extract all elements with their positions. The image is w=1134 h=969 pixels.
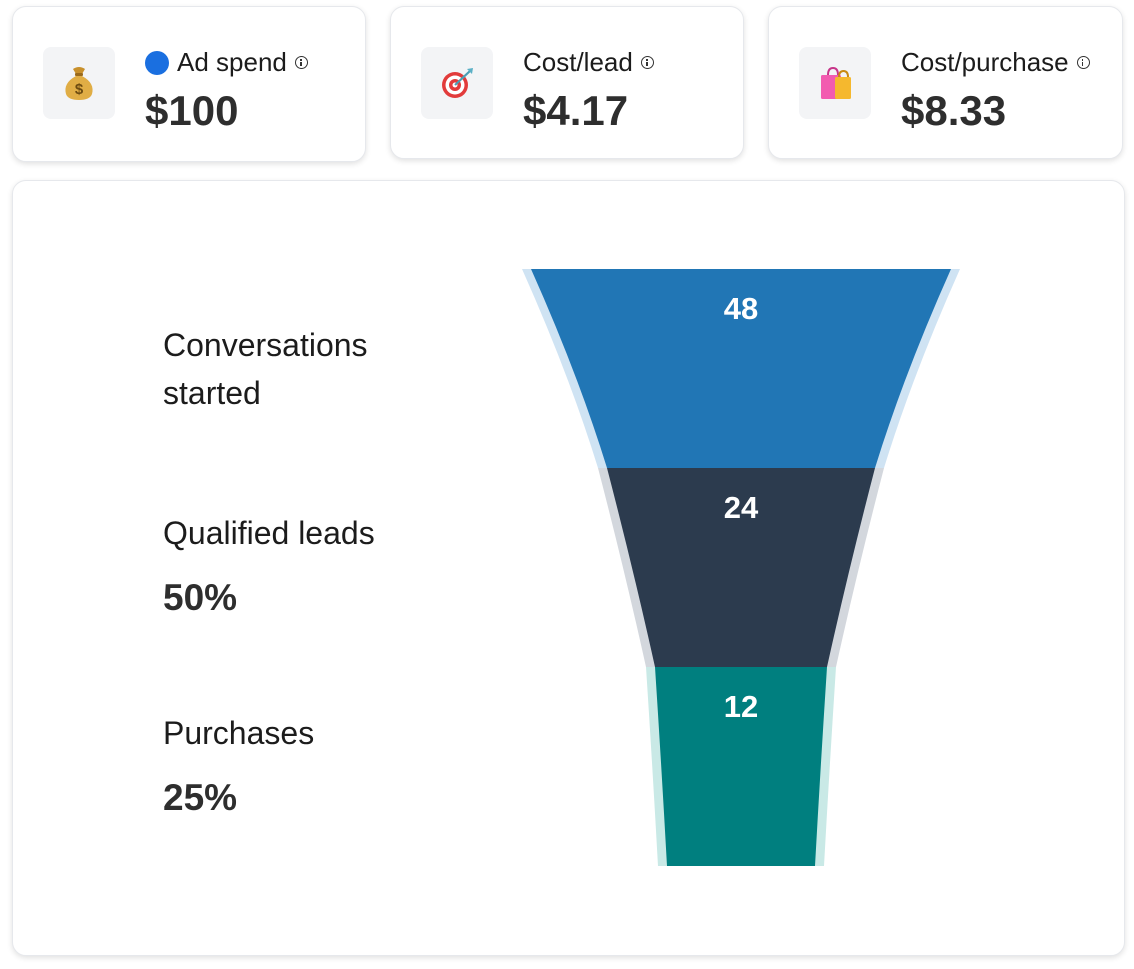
kpi-label: Cost/lead [523, 47, 654, 78]
info-icon[interactable] [294, 56, 308, 69]
info-icon[interactable] [640, 56, 654, 69]
money-bag-icon: $ [43, 47, 115, 119]
kpi-value: $4.17 [523, 87, 629, 134]
kpi-label-text: Cost/purchase [901, 47, 1069, 77]
stage-label-qualified-leads: Qualified leads [163, 515, 375, 551]
stage-percent-purchases: 25% [163, 777, 238, 818]
funnel-value-label: 12 [724, 689, 758, 724]
funnel-chart: 48 24 12 [522, 269, 960, 866]
funnel-card: Conversations started Qualified leads 50… [12, 180, 1125, 956]
stage-percent-qualified-leads: 50% [163, 577, 238, 618]
funnel-value-label: 24 [724, 490, 759, 525]
kpi-label-text: Cost/lead [523, 47, 633, 77]
shopping-bags-icon [799, 47, 871, 119]
kpi-card-ad-spend: $ Ad spend $100 [12, 6, 366, 162]
kpi-value: $100 [145, 87, 239, 134]
funnel-segment[interactable] [607, 468, 875, 667]
target-icon [421, 47, 493, 119]
kpi-card-cost-purchase: Cost/purchase $8.33 [768, 6, 1123, 159]
stage-label-conversations: Conversations started [163, 327, 368, 411]
kpi-value: $8.33 [901, 87, 1007, 134]
series-dot [145, 50, 169, 75]
kpi-label: Cost/purchase [901, 47, 1090, 78]
kpi-label-text: Ad spend [177, 47, 287, 77]
funnel-value-label: 48 [724, 291, 758, 326]
svg-text:$: $ [75, 81, 84, 98]
info-icon[interactable] [1076, 56, 1090, 69]
kpi-card-cost-lead: Cost/lead $4.17 [390, 6, 744, 159]
funnel-segment[interactable] [655, 667, 827, 866]
stage-label-purchases: Purchases [163, 715, 315, 751]
funnel-segment[interactable] [531, 269, 951, 468]
kpi-label: Ad spend [145, 47, 308, 78]
